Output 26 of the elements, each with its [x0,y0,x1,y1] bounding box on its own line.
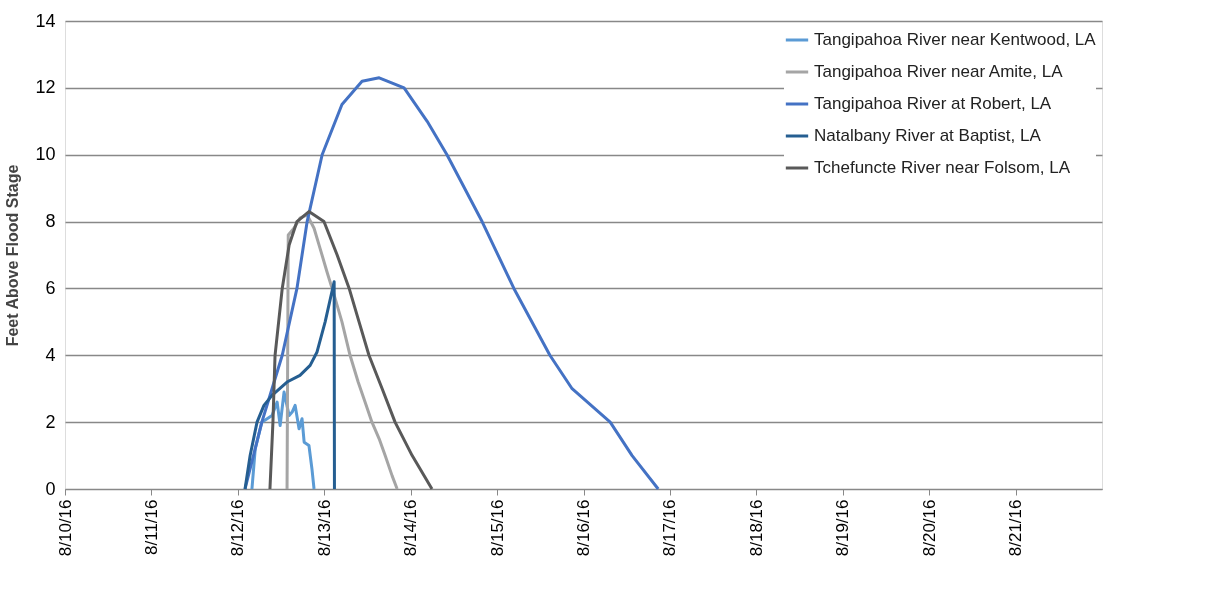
legend-label: Tchefuncte River near Folsom, LA [814,158,1071,177]
legend-label: Tangipahoa River near Amite, LA [814,62,1064,81]
x-tick-label: 8/20/16 [919,499,939,557]
y-tick-label: 12 [35,77,56,98]
x-tick-label: 8/14/16 [401,499,421,557]
x-tick-label: 8/13/16 [314,499,334,557]
x-tick-label: 8/11/16 [141,499,161,555]
y-tick-label: 10 [35,144,56,165]
x-tick-label: 8/12/16 [228,499,248,557]
y-tick-label: 4 [45,344,56,365]
x-tick-label: 8/15/16 [487,499,507,557]
legend-label: Natalbany River at Baptist, LA [814,126,1042,145]
y-axis-title: Feet Above Flood Stage [4,164,22,347]
x-tick-label: 8/19/16 [833,499,853,557]
x-tick-label: 8/17/16 [660,499,680,557]
x-tick-label: 8/16/16 [574,499,593,557]
x-tick-label: 8/10/16 [55,499,75,557]
x-tick-label: 8/21/16 [1006,499,1026,557]
x-tick-label: 8/18/16 [746,499,766,557]
legend-label: Tangipahoa River near Kentwood, LA [814,30,1097,49]
y-tick-label: 2 [45,411,56,432]
y-tick-label: 0 [45,478,56,499]
legend-label: Tangipahoa River at Robert, LA [814,94,1052,113]
y-tick-label: 14 [35,10,56,31]
y-tick-label: 6 [45,277,56,298]
y-tick-label: 8 [45,211,56,232]
